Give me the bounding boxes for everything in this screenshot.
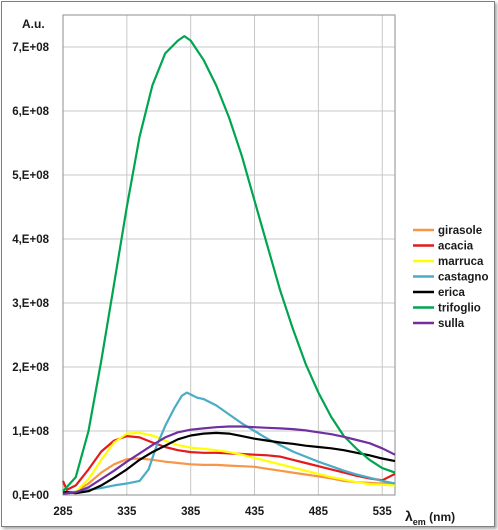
gridlines [62, 15, 395, 496]
x-tick-label: 485 [309, 506, 329, 518]
y-tick-label: 5,E+08 [12, 170, 49, 182]
y-axis-ticks: 0,E+00 1,E+08 2,E+08 3,E+08 4,E+08 5,E+08 6,E+… [12, 42, 49, 502]
legend-label-marruca: marruca [438, 256, 484, 268]
series-line-sulla [62, 425, 396, 495]
x-axis-label-symbol: λ [405, 508, 413, 524]
y-tick-label: 6,E+08 [12, 106, 49, 118]
series-line-trifoglio [62, 35, 396, 492]
series-line-marruca [62, 431, 396, 495]
series-line-castagno [62, 391, 396, 494]
y-axis-label: A.u. [22, 17, 45, 31]
x-axis-label-unit: (nm) [426, 510, 455, 524]
series-line-erica [62, 431, 396, 495]
x-tick-label: 385 [181, 506, 201, 518]
x-tick-label: 535 [373, 506, 393, 518]
legend-label-erica: erica [438, 287, 465, 299]
series-line-girasole [62, 457, 395, 495]
y-tick-label: 4,E+08 [12, 234, 49, 246]
x-tick-label: 285 [53, 506, 73, 518]
plot-area [62, 14, 396, 496]
y-tick-label: 3,E+08 [12, 298, 49, 310]
x-tick-label: 335 [117, 506, 137, 518]
y-tick-label: 0,E+00 [12, 490, 49, 502]
x-tick-label: 435 [245, 506, 265, 518]
legend-label-acacia: acacia [438, 241, 474, 253]
series-line-acacia [61, 435, 396, 491]
x-axis-label: λem (nm) [405, 508, 455, 527]
y-tick-label: 7,E+08 [12, 42, 49, 54]
legend-label-sulla: sulla [438, 318, 465, 330]
legend-label-castagno: castagno [438, 272, 489, 284]
legend-label-girasole: girasole [438, 225, 482, 237]
legend-label-trifoglio: trifoglio [438, 303, 481, 315]
y-tick-label: 2,E+08 [12, 362, 49, 374]
y-tick-label: 1,E+08 [12, 426, 49, 438]
series-lines [61, 35, 396, 495]
x-axis-ticks: 285 335 385 435 485 535 [53, 506, 392, 518]
x-axis-label-subscript: em [413, 517, 426, 527]
legend: girasole acacia marruca castagno erica trifog… [413, 225, 489, 330]
